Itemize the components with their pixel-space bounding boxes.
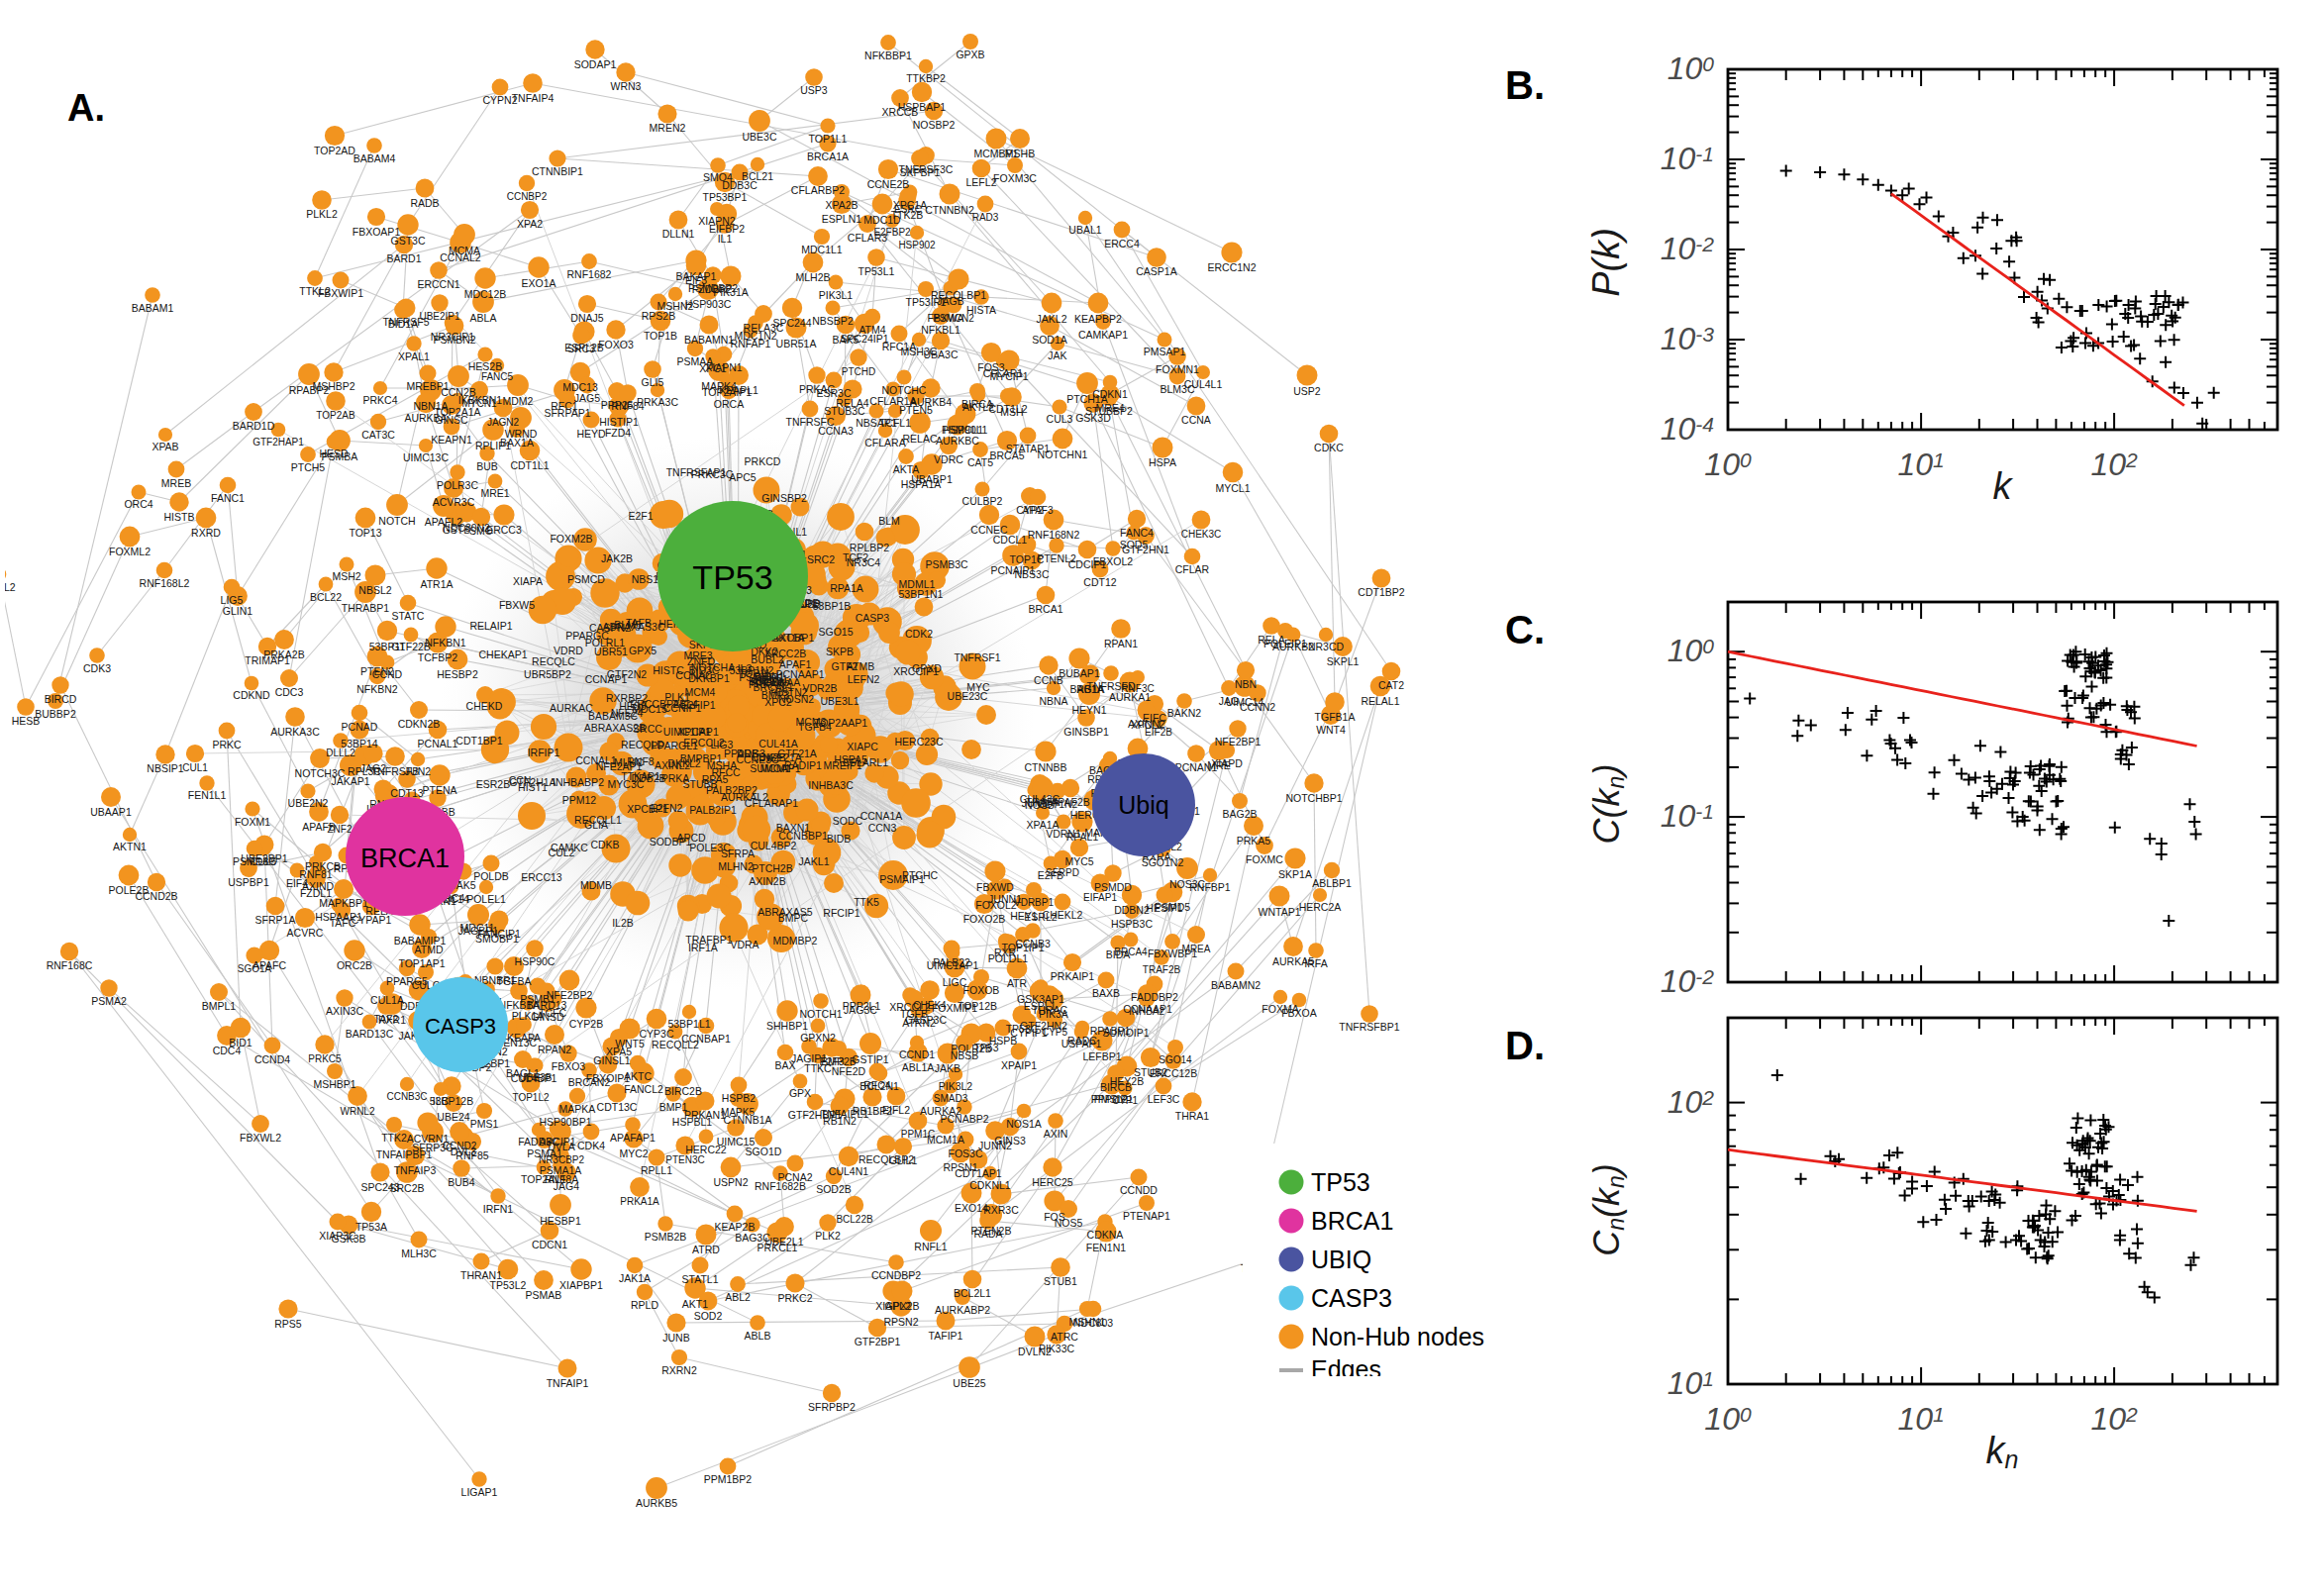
svg-text:100: 100 bbox=[1667, 633, 1715, 668]
svg-text:10-1: 10-1 bbox=[1661, 798, 1714, 834]
svg-text:10-4: 10-4 bbox=[1661, 411, 1714, 447]
svg-text:k: k bbox=[1993, 465, 2014, 507]
svg-text:Cn(kn): Cn(kn) bbox=[1586, 1163, 1629, 1256]
svg-text:C(kn): C(kn) bbox=[1586, 764, 1629, 845]
svg-text:10-2: 10-2 bbox=[1661, 231, 1715, 266]
svg-text:D.: D. bbox=[1505, 1024, 1545, 1067]
svg-text:B.: B. bbox=[1505, 63, 1545, 107]
svg-text:P(k): P(k) bbox=[1585, 228, 1627, 297]
svg-text:100: 100 bbox=[1667, 50, 1715, 86]
svg-text:101: 101 bbox=[1897, 447, 1944, 482]
svg-text:102: 102 bbox=[2090, 1401, 2138, 1437]
svg-text:100: 100 bbox=[1704, 447, 1752, 482]
svg-text:102: 102 bbox=[1667, 1084, 1715, 1120]
svg-text:101: 101 bbox=[1897, 1401, 1944, 1437]
svg-text:100: 100 bbox=[1704, 1401, 1752, 1437]
svg-text:10-2: 10-2 bbox=[1661, 963, 1715, 999]
svg-text:kn: kn bbox=[1986, 1430, 2019, 1473]
svg-text:10-1: 10-1 bbox=[1661, 141, 1714, 176]
svg-text:C.: C. bbox=[1505, 608, 1545, 651]
svg-text:10-3: 10-3 bbox=[1661, 321, 1715, 356]
svg-text:101: 101 bbox=[1667, 1365, 1714, 1401]
svg-text:102: 102 bbox=[2090, 447, 2138, 482]
